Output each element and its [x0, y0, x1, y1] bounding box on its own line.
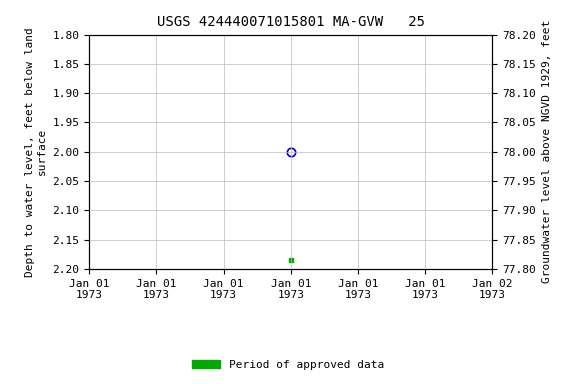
Y-axis label: Groundwater level above NGVD 1929, feet: Groundwater level above NGVD 1929, feet	[541, 20, 551, 283]
Title: USGS 424440071015801 MA-GVW   25: USGS 424440071015801 MA-GVW 25	[157, 15, 425, 29]
Legend: Period of approved data: Period of approved data	[188, 356, 388, 375]
Y-axis label: Depth to water level, feet below land
surface: Depth to water level, feet below land su…	[25, 27, 47, 276]
